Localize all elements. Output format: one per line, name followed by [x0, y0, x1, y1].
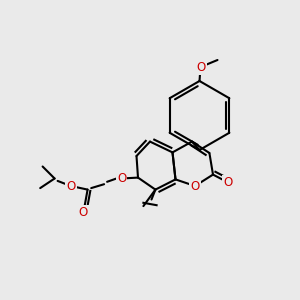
Text: O: O	[79, 206, 88, 219]
Text: O: O	[190, 179, 200, 193]
Text: O: O	[224, 176, 232, 189]
Text: O: O	[196, 61, 206, 74]
Text: O: O	[117, 172, 126, 185]
Text: O: O	[67, 179, 76, 193]
